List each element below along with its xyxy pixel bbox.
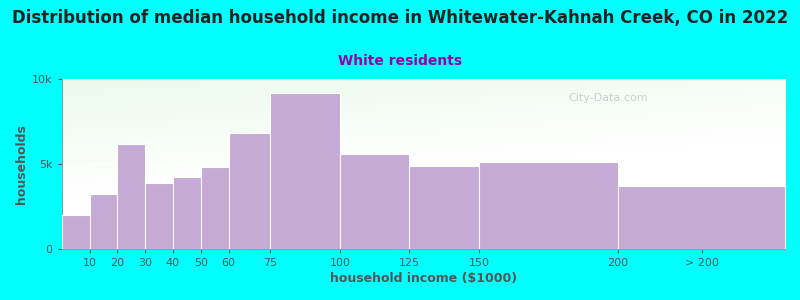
Bar <box>270 93 340 249</box>
Bar <box>90 194 118 249</box>
Text: City-Data.com: City-Data.com <box>568 93 648 103</box>
Text: White residents: White residents <box>338 54 462 68</box>
Bar <box>340 154 410 249</box>
Bar <box>618 186 785 249</box>
Bar <box>479 162 618 249</box>
Bar <box>145 183 173 249</box>
Bar <box>229 133 270 249</box>
Bar <box>410 166 479 249</box>
Bar <box>118 143 145 249</box>
Text: Distribution of median household income in Whitewater-Kahnah Creek, CO in 2022: Distribution of median household income … <box>12 9 788 27</box>
Bar <box>201 167 229 249</box>
Bar <box>173 178 201 249</box>
Y-axis label: households: households <box>15 124 28 204</box>
X-axis label: household income ($1000): household income ($1000) <box>330 272 517 285</box>
Bar <box>62 215 90 249</box>
